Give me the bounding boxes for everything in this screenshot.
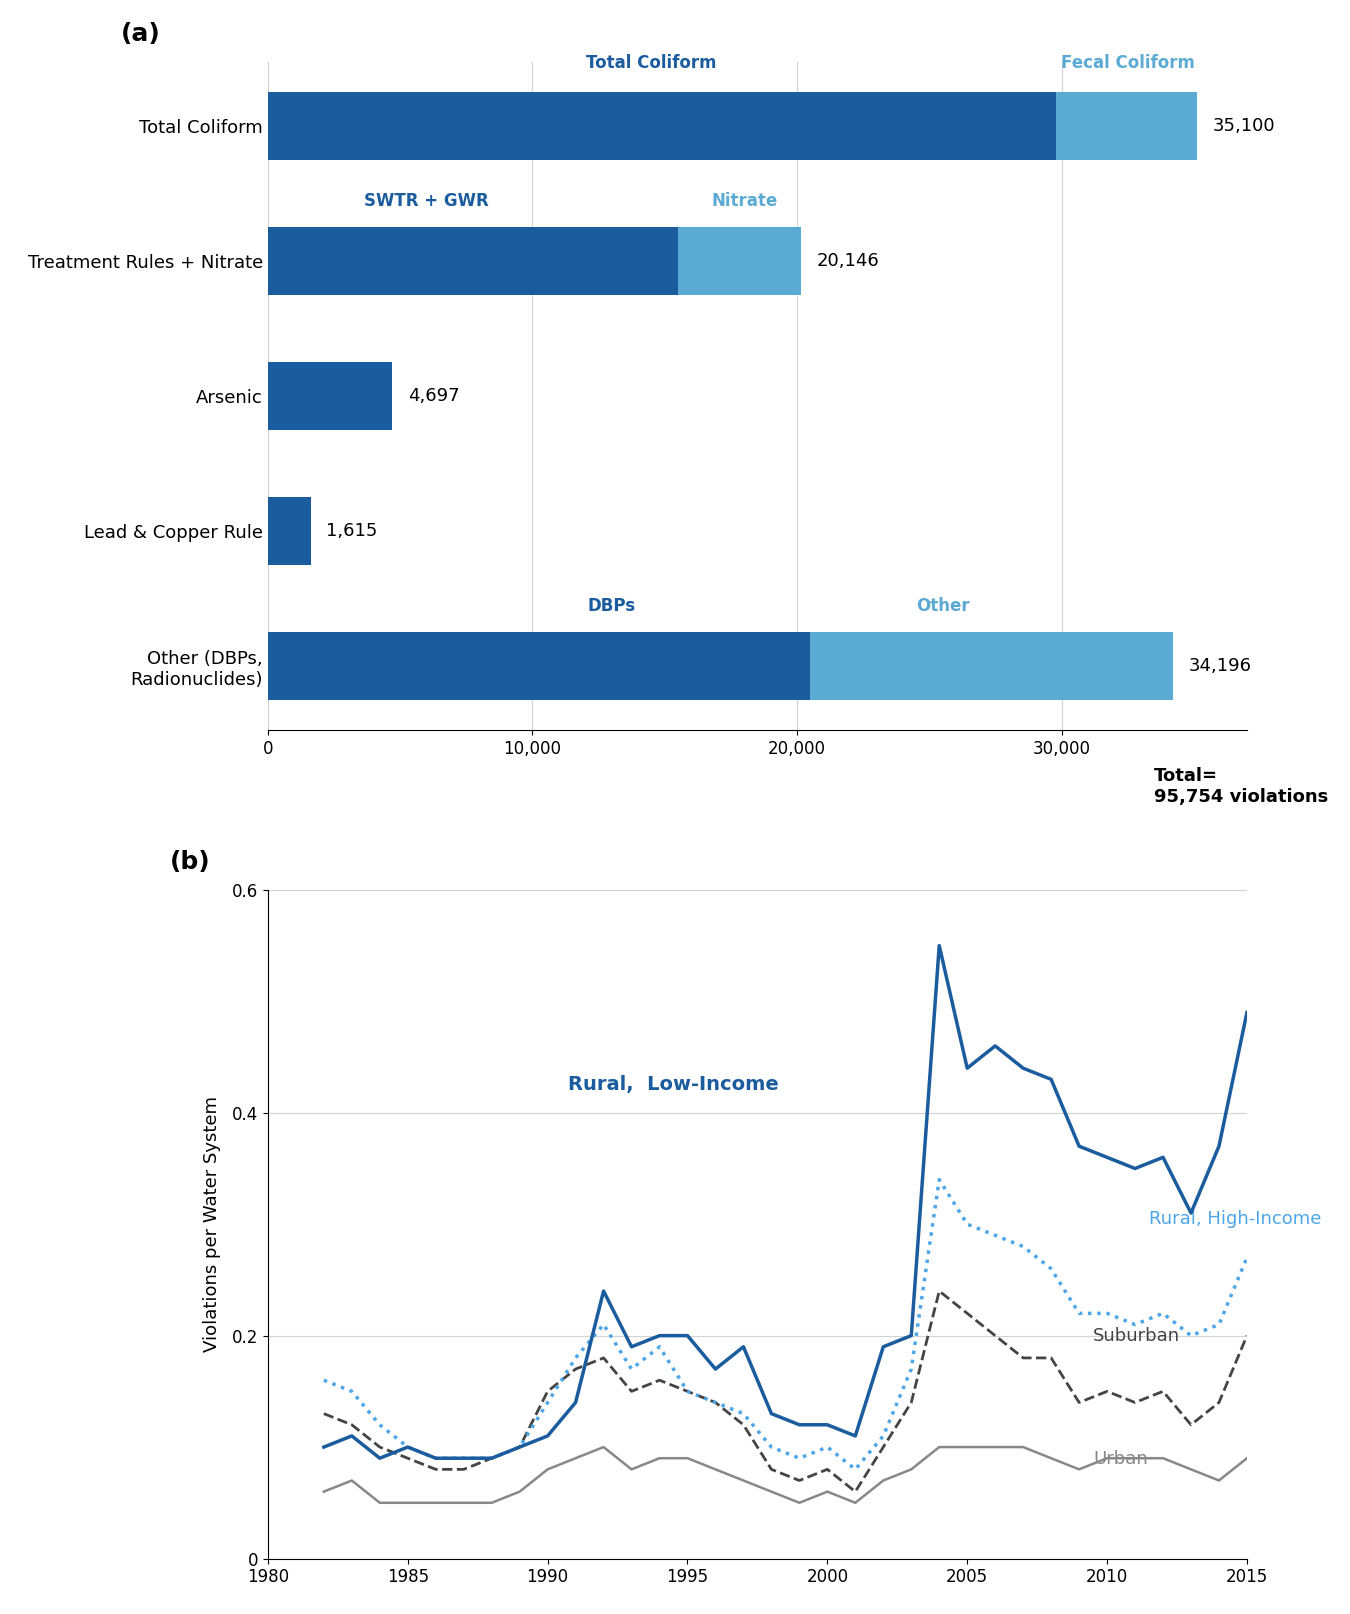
Text: 35,100: 35,100	[1212, 116, 1276, 136]
Text: 4,697: 4,697	[408, 387, 460, 405]
Bar	[267, 92, 1057, 160]
Bar	[810, 633, 1173, 700]
Text: (a): (a)	[122, 21, 161, 45]
Bar	[267, 228, 678, 295]
Bar	[267, 497, 310, 565]
Text: (b): (b)	[170, 851, 211, 873]
Text: Total=
95,754 violations: Total= 95,754 violations	[1154, 767, 1328, 807]
Text: Nitrate: Nitrate	[711, 192, 778, 210]
Text: Rural, High-Income: Rural, High-Income	[1149, 1210, 1322, 1228]
Text: Suburban: Suburban	[1094, 1327, 1180, 1344]
Text: Urban: Urban	[1094, 1449, 1148, 1467]
Text: 34,196: 34,196	[1188, 657, 1251, 675]
Bar	[267, 633, 810, 700]
Text: Rural,  Low-Income: Rural, Low-Income	[568, 1075, 779, 1094]
Y-axis label: Violations per Water System: Violations per Water System	[202, 1096, 220, 1353]
Text: Fecal Coliform: Fecal Coliform	[1061, 53, 1195, 71]
Text: Total Coliform: Total Coliform	[586, 53, 717, 71]
Bar	[267, 362, 393, 429]
Text: 20,146: 20,146	[817, 252, 880, 270]
Text: DBPs: DBPs	[587, 597, 636, 615]
Bar	[1057, 92, 1196, 160]
Text: SWTR + GWR: SWTR + GWR	[364, 192, 489, 210]
Text: Other: Other	[915, 597, 969, 615]
Bar	[678, 228, 801, 295]
Text: 1,615: 1,615	[327, 521, 378, 541]
